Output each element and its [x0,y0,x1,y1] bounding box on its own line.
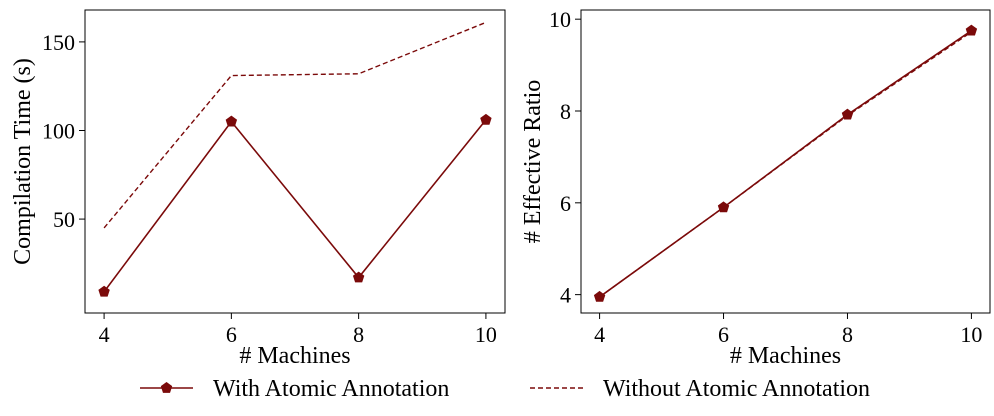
legend-label: Without Atomic Annotation [603,376,870,402]
y-tick-label: 100 [42,118,75,143]
dashed-series-line [103,21,487,229]
y-axis-label: Compilation Time (s) [10,58,36,265]
y-tick-label: 4 [560,283,571,308]
data-point-marker [352,271,365,283]
data-point-marker [480,113,492,125]
x-tick-label: 10 [960,322,982,347]
data-point-marker [841,108,854,120]
x-tick-label: 6 [226,322,237,347]
x-axis-label: # Machines [730,343,841,369]
dashed-series-line [599,31,972,298]
y-tick-label: 6 [560,191,571,216]
y-tick-label: 8 [560,99,571,124]
y-tick-label: 150 [42,30,75,55]
data-point-marker [965,24,978,36]
x-tick-label: 10 [475,322,497,347]
axes-frame [580,9,991,314]
x-tick-label: 4 [99,322,110,347]
axes-frame [84,9,506,314]
y-tick-label: 10 [549,7,571,32]
legend-label: With Atomic Annotation [213,376,449,402]
x-tick-label: 8 [353,322,364,347]
data-point-marker [98,285,110,297]
x-axis-label: # Machines [239,343,350,369]
y-axis-label: # Effective Ratio [520,80,546,244]
x-tick-label: 6 [718,322,729,347]
compilation-time-chart: 4 6 8 10 50 100 150 # Machines Compilation Time … [10,9,506,369]
effective-ratio-chart: 4 6 8 10 4 6 8 10 # Machines # Effective Ratio [520,7,991,369]
data-point-marker [225,115,238,127]
legend-marker [160,382,173,393]
x-tick-label: 4 [594,322,605,347]
legend: With Atomic Annotation Without Atomic Ann… [140,376,870,402]
x-tick-label: 8 [842,322,853,347]
solid-series-line [103,119,487,293]
y-tick-label: 50 [53,207,75,232]
